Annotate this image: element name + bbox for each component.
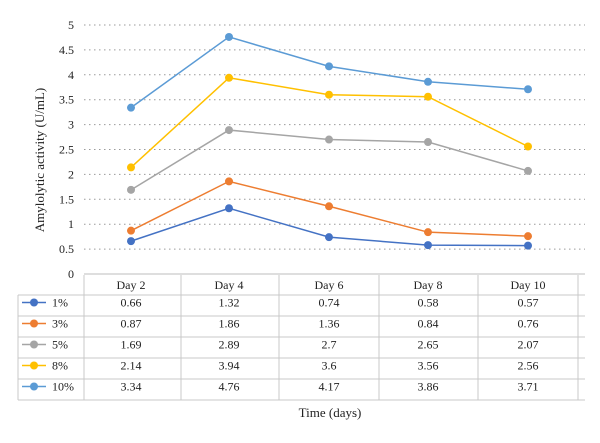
data-point — [127, 163, 135, 172]
x-tick-label: Day 8 — [414, 278, 443, 292]
y-axis-ticks: 0 0.5 1 1.5 2 2.5 3 3.5 4 4.5 5 — [59, 18, 74, 281]
table-cell-value: 3.34 — [121, 380, 142, 394]
legend-label: 3% — [52, 317, 68, 331]
table-cell-value: 4.76 — [219, 380, 240, 394]
x-tick-label: Day 10 — [511, 278, 546, 292]
x-tick-label: Day 6 — [315, 278, 344, 292]
data-point — [325, 202, 333, 211]
data-point — [424, 77, 432, 86]
table-cell-value: 0.87 — [121, 317, 142, 331]
data-point — [325, 233, 333, 242]
data-point — [127, 185, 135, 194]
y-tick-label: 0.5 — [59, 242, 74, 256]
data-point — [325, 135, 333, 144]
data-point — [424, 228, 432, 237]
table-cell-value: 0.76 — [518, 317, 539, 331]
y-tick-label: 4 — [68, 68, 74, 82]
table-cell-value: 2.65 — [418, 338, 439, 352]
data-point — [524, 85, 532, 94]
data-point — [325, 90, 333, 99]
data-point — [127, 226, 135, 235]
legend-key-marker — [30, 319, 38, 328]
x-axis-label: Time (days) — [299, 405, 362, 420]
legend-key-marker — [30, 382, 38, 391]
table-cell-value: 2.56 — [518, 359, 539, 373]
gridlines — [84, 24, 585, 275]
data-point — [325, 62, 333, 71]
legend-label: 8% — [52, 359, 68, 373]
table-cell-value: 2.14 — [121, 359, 142, 373]
table-cell-value: 2.89 — [219, 338, 240, 352]
y-tick-label: 2 — [68, 167, 74, 181]
y-tick-label: 1 — [68, 217, 74, 231]
legend-label: 5% — [52, 338, 68, 352]
y-tick-label: 3 — [68, 118, 74, 132]
y-tick-label: 2.5 — [59, 143, 74, 157]
table-cell-value: 2.07 — [518, 338, 539, 352]
x-tick-label: Day 4 — [215, 278, 244, 292]
data-point — [424, 92, 432, 101]
legend-key-marker — [30, 340, 38, 349]
table-cell-value: 3.71 — [518, 380, 539, 394]
table-cell-value: 3.56 — [418, 359, 439, 373]
legend-key-marker — [30, 298, 38, 307]
data-point — [524, 166, 532, 175]
table-cell-value: 1.86 — [219, 317, 240, 331]
legend-label: 10% — [52, 380, 74, 394]
data-point — [424, 241, 432, 250]
table-cell-value: 3.94 — [219, 359, 240, 373]
data-point — [524, 241, 532, 250]
x-tick-label: Day 2 — [117, 278, 146, 292]
table-cell-value: 0.74 — [319, 296, 340, 310]
table-cell-value: 3.6 — [322, 359, 337, 373]
legend-key-marker — [30, 361, 38, 370]
table-cell-value: 3.86 — [418, 380, 439, 394]
data-point — [225, 126, 233, 135]
y-tick-label: 4.5 — [59, 43, 74, 57]
data-point — [225, 177, 233, 186]
data-point — [524, 232, 532, 241]
data-point — [127, 237, 135, 246]
y-tick-label: 3.5 — [59, 93, 74, 107]
table-cell-value: 1.69 — [121, 338, 142, 352]
legend-label: 1% — [52, 296, 68, 310]
table-cell-value: 4.17 — [319, 380, 340, 394]
table-cell-value: 0.58 — [418, 296, 439, 310]
y-tick-label: 1.5 — [59, 192, 74, 206]
data-point — [424, 138, 432, 147]
data-point — [225, 204, 233, 213]
data-point — [225, 73, 233, 82]
data-table: Day 2 Day 4 Day 6 Day 8 Day 10 1% 0.66 1.32 0.74… — [17, 275, 585, 401]
data-point — [225, 32, 233, 41]
y-tick-label: 5 — [68, 18, 74, 32]
plot-area — [127, 32, 532, 250]
table-cell-value: 0.84 — [418, 317, 439, 331]
table-cell-value: 2.7 — [322, 338, 337, 352]
data-point — [524, 142, 532, 151]
y-axis-label: Amylolytic activity (U/mL) — [32, 88, 47, 232]
table-cell-value: 1.36 — [319, 317, 340, 331]
y-tick-label: 0 — [68, 267, 74, 281]
table-cell-value: 0.66 — [121, 296, 142, 310]
data-point — [127, 103, 135, 112]
table-cell-value: 0.57 — [518, 296, 539, 310]
table-cell-value: 1.32 — [219, 296, 240, 310]
